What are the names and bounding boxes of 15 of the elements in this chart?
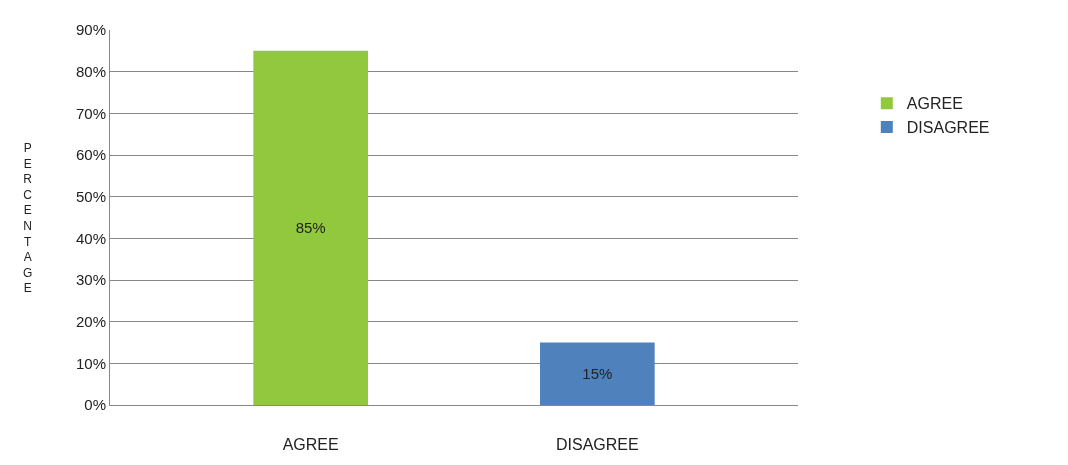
text: PERCENTAGE [23,141,33,296]
y-tick-label: 80% [75,62,106,80]
y-tick-label: 20% [75,312,106,330]
y-tick-label: 10% [75,354,106,372]
y-tick-label: 0% [84,396,106,414]
y-tick-label: 90% [75,21,106,39]
y-tick-label: 60% [75,146,106,164]
legend-label: DISAGREE [906,119,990,137]
y-tick-label: 40% [75,229,106,247]
data-label: 85% [295,219,326,237]
y-tick-label: 30% [75,271,106,289]
y-tick-label: 50% [75,187,106,205]
legend-label: AGREE [906,95,963,113]
data-label: 15% [582,365,613,383]
y-tick-label: 70% [75,104,106,122]
